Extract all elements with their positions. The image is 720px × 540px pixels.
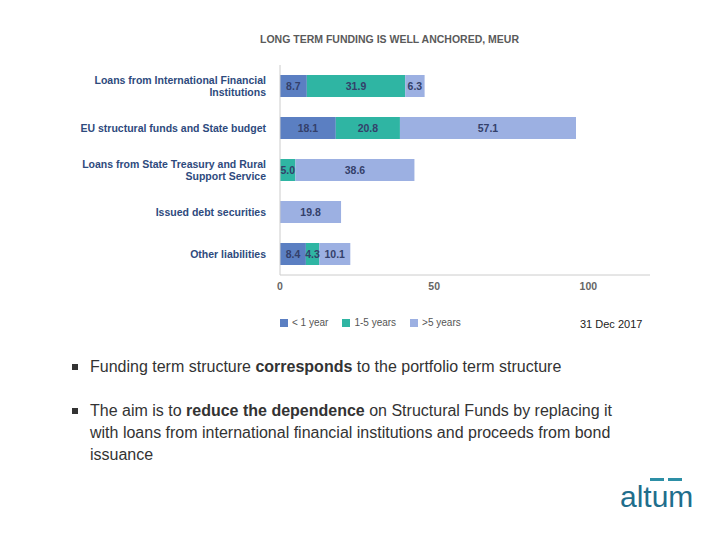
svg-text:5.0: 5.0 <box>280 164 295 176</box>
svg-text:38.6: 38.6 <box>345 164 366 176</box>
svg-text:50: 50 <box>428 280 440 292</box>
svg-text:100: 100 <box>580 280 598 292</box>
svg-text:31.9: 31.9 <box>346 80 367 92</box>
svg-text:19.8: 19.8 <box>300 206 321 218</box>
html-text:Funding term structure corresp: Funding term structure corresponds to th… <box>90 358 562 375</box>
svg-text:8.7: 8.7 <box>286 80 301 92</box>
svg-text:8.4: 8.4 <box>286 248 301 260</box>
svg-text:Loans from State Treasury and: Loans from State Treasury and RuralSuppo… <box>82 158 266 182</box>
svg-text:6.3: 6.3 <box>408 80 423 92</box>
html-text:The aim is to reduce the depen: The aim is to reduce the dependence on S… <box>90 402 612 463</box>
html-text:altum: altum <box>620 480 694 513</box>
svg-text:57.1: 57.1 <box>478 122 499 134</box>
html-text:>5 years: >5 years <box>422 317 461 328</box>
svg-text:0: 0 <box>277 280 283 292</box>
svg-text:Other liabilities: Other liabilities <box>190 248 266 260</box>
svg-text:10.1: 10.1 <box>325 248 346 260</box>
svg-text:EU structural funds and State: EU structural funds and State budget <box>80 122 266 134</box>
html-text:LONG TERM FUNDING IS WELL ANCH: LONG TERM FUNDING IS WELL ANCHORED, MEUR <box>260 33 519 45</box>
svg-text:4.3: 4.3 <box>305 248 320 260</box>
svg-text:Loans from International Finan: Loans from International FinancialInstit… <box>94 74 266 98</box>
svg-text:20.8: 20.8 <box>358 122 379 134</box>
svg-text:Issued debt securities: Issued debt securities <box>156 206 266 218</box>
html-text:1-5 years: 1-5 years <box>354 317 397 328</box>
html-text:< 1 year: < 1 year <box>292 317 329 328</box>
html-text:31 Dec 2017: 31 Dec 2017 <box>580 318 643 330</box>
svg-text:18.1: 18.1 <box>298 122 319 134</box>
